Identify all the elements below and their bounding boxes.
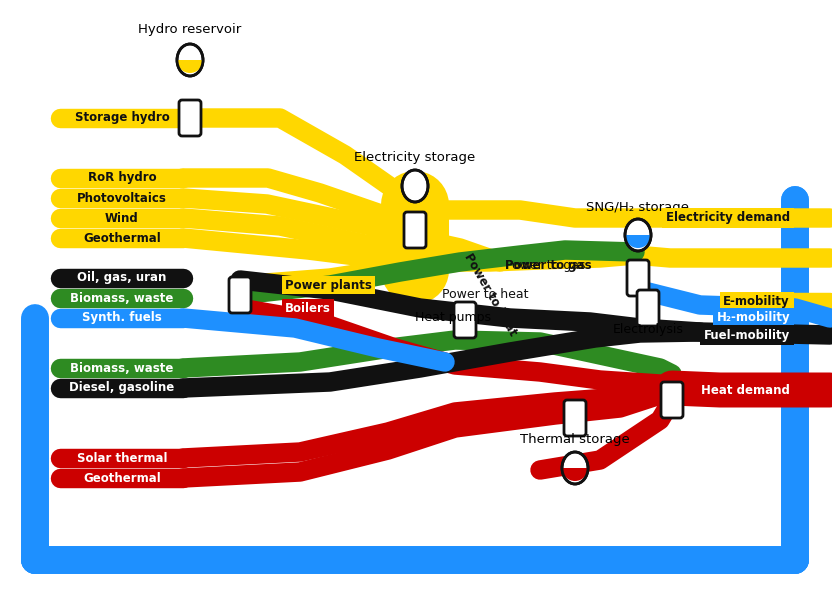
Text: Electrolysis: Electrolysis [612,324,683,337]
Text: Boilers: Boilers [285,301,331,315]
Text: H₂-mobility: H₂-mobility [716,312,790,325]
Text: SNG/H₂ storage: SNG/H₂ storage [587,202,690,214]
Text: Heat pumps: Heat pumps [415,312,491,325]
FancyBboxPatch shape [179,100,201,136]
Text: Diesel, gasoline: Diesel, gasoline [69,381,175,395]
Text: Thermal storage: Thermal storage [520,433,630,447]
FancyBboxPatch shape [229,277,251,313]
FancyBboxPatch shape [661,382,683,418]
Ellipse shape [177,44,203,76]
Text: Fuel-mobility: Fuel-mobility [704,328,790,341]
Text: Power to gas: Power to gas [505,259,592,272]
Text: Synth. fuels: Synth. fuels [82,312,162,325]
Text: Heat demand: Heat demand [701,383,790,396]
Text: Hydro reservoir: Hydro reservoir [138,23,241,36]
Text: Biomass, waste: Biomass, waste [71,362,174,374]
FancyBboxPatch shape [637,290,659,326]
FancyBboxPatch shape [564,400,586,436]
Ellipse shape [625,219,651,251]
Text: Biomass, waste: Biomass, waste [71,291,174,304]
Text: Oil, gas, uran: Oil, gas, uran [77,272,166,285]
Text: Power plants: Power plants [285,278,372,291]
Text: Power to gas: Power to gas [505,259,586,272]
Wedge shape [562,468,588,481]
Text: Electricity storage: Electricity storage [354,152,476,165]
Text: Electricity demand: Electricity demand [666,211,790,224]
Ellipse shape [402,170,428,202]
Text: Geothermal: Geothermal [83,232,161,245]
Ellipse shape [562,452,588,484]
Text: E-mobility: E-mobility [723,296,790,309]
Text: Photovoltaics: Photovoltaics [77,192,167,205]
Text: Power to heat: Power to heat [442,288,528,301]
Text: Solar thermal: Solar thermal [77,451,167,464]
FancyBboxPatch shape [454,302,476,338]
Text: Wind: Wind [105,211,139,224]
FancyBboxPatch shape [627,260,649,296]
Text: Geothermal: Geothermal [83,472,161,485]
FancyBboxPatch shape [404,212,426,248]
Text: RoR hydro: RoR hydro [87,171,156,184]
Wedge shape [625,235,651,248]
Wedge shape [177,60,203,73]
Text: Power to heat: Power to heat [461,251,519,338]
Text: Storage hydro: Storage hydro [75,112,170,125]
